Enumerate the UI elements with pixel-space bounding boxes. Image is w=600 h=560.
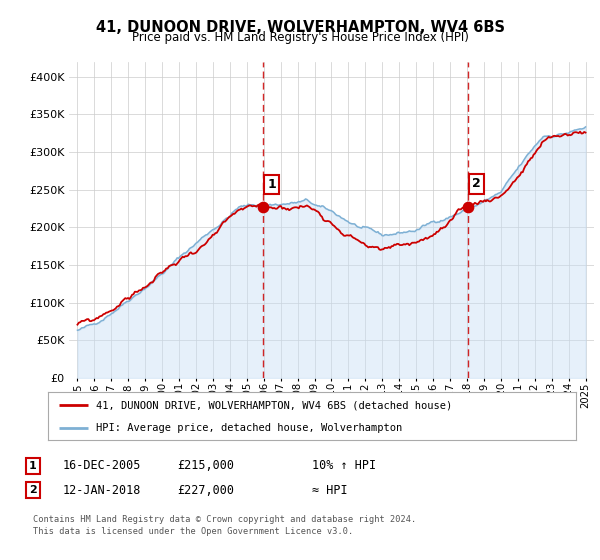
Text: 16-DEC-2005: 16-DEC-2005	[63, 459, 142, 473]
Text: 1: 1	[268, 178, 276, 191]
Text: 12-JAN-2018: 12-JAN-2018	[63, 483, 142, 497]
Point	[258, 203, 268, 212]
Point	[463, 203, 472, 212]
Text: Contains HM Land Registry data © Crown copyright and database right 2024.: Contains HM Land Registry data © Crown c…	[33, 515, 416, 524]
Text: 41, DUNOON DRIVE, WOLVERHAMPTON, WV4 6BS (detached house): 41, DUNOON DRIVE, WOLVERHAMPTON, WV4 6BS…	[95, 400, 452, 410]
Text: 2: 2	[472, 178, 481, 190]
Text: £227,000: £227,000	[177, 483, 234, 497]
Text: HPI: Average price, detached house, Wolverhampton: HPI: Average price, detached house, Wolv…	[95, 423, 402, 433]
Text: ≈ HPI: ≈ HPI	[312, 483, 347, 497]
Text: 1: 1	[29, 461, 37, 471]
Text: £215,000: £215,000	[177, 459, 234, 473]
Text: 41, DUNOON DRIVE, WOLVERHAMPTON, WV4 6BS: 41, DUNOON DRIVE, WOLVERHAMPTON, WV4 6BS	[95, 20, 505, 35]
Text: Price paid vs. HM Land Registry's House Price Index (HPI): Price paid vs. HM Land Registry's House …	[131, 31, 469, 44]
Text: This data is licensed under the Open Government Licence v3.0.: This data is licensed under the Open Gov…	[33, 528, 353, 536]
Text: 10% ↑ HPI: 10% ↑ HPI	[312, 459, 376, 473]
Text: 2: 2	[29, 485, 37, 495]
